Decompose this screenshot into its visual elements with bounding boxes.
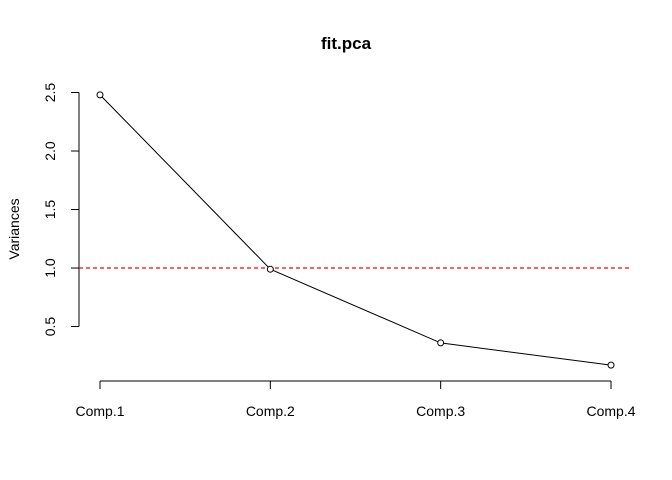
y-tick-label: 1.0 — [42, 258, 58, 278]
x-tick-label: Comp.3 — [416, 403, 465, 419]
y-tick-label: 0.5 — [42, 317, 58, 337]
y-axis: 0.5 1.0 1.5 2.0 2.5 — [42, 83, 80, 337]
y-tick-label: 2.0 — [42, 141, 58, 161]
x-tick-label: Comp.4 — [586, 403, 635, 419]
y-tick-label: 2.5 — [42, 83, 58, 103]
series-line — [99, 94, 612, 366]
data-point — [437, 339, 445, 347]
x-tick-label: Comp.2 — [246, 403, 295, 419]
chart-title: fit.pca — [321, 34, 372, 53]
y-tick-label: 1.5 — [42, 200, 58, 220]
data-point — [266, 265, 274, 273]
y-axis-label: Variances — [6, 198, 22, 259]
x-axis: Comp.1 Comp.2 Comp.3 Comp.4 — [75, 380, 636, 419]
series-layer — [96, 91, 615, 369]
data-point — [607, 361, 615, 369]
x-tick-label: Comp.1 — [75, 403, 124, 419]
data-point — [96, 91, 104, 99]
